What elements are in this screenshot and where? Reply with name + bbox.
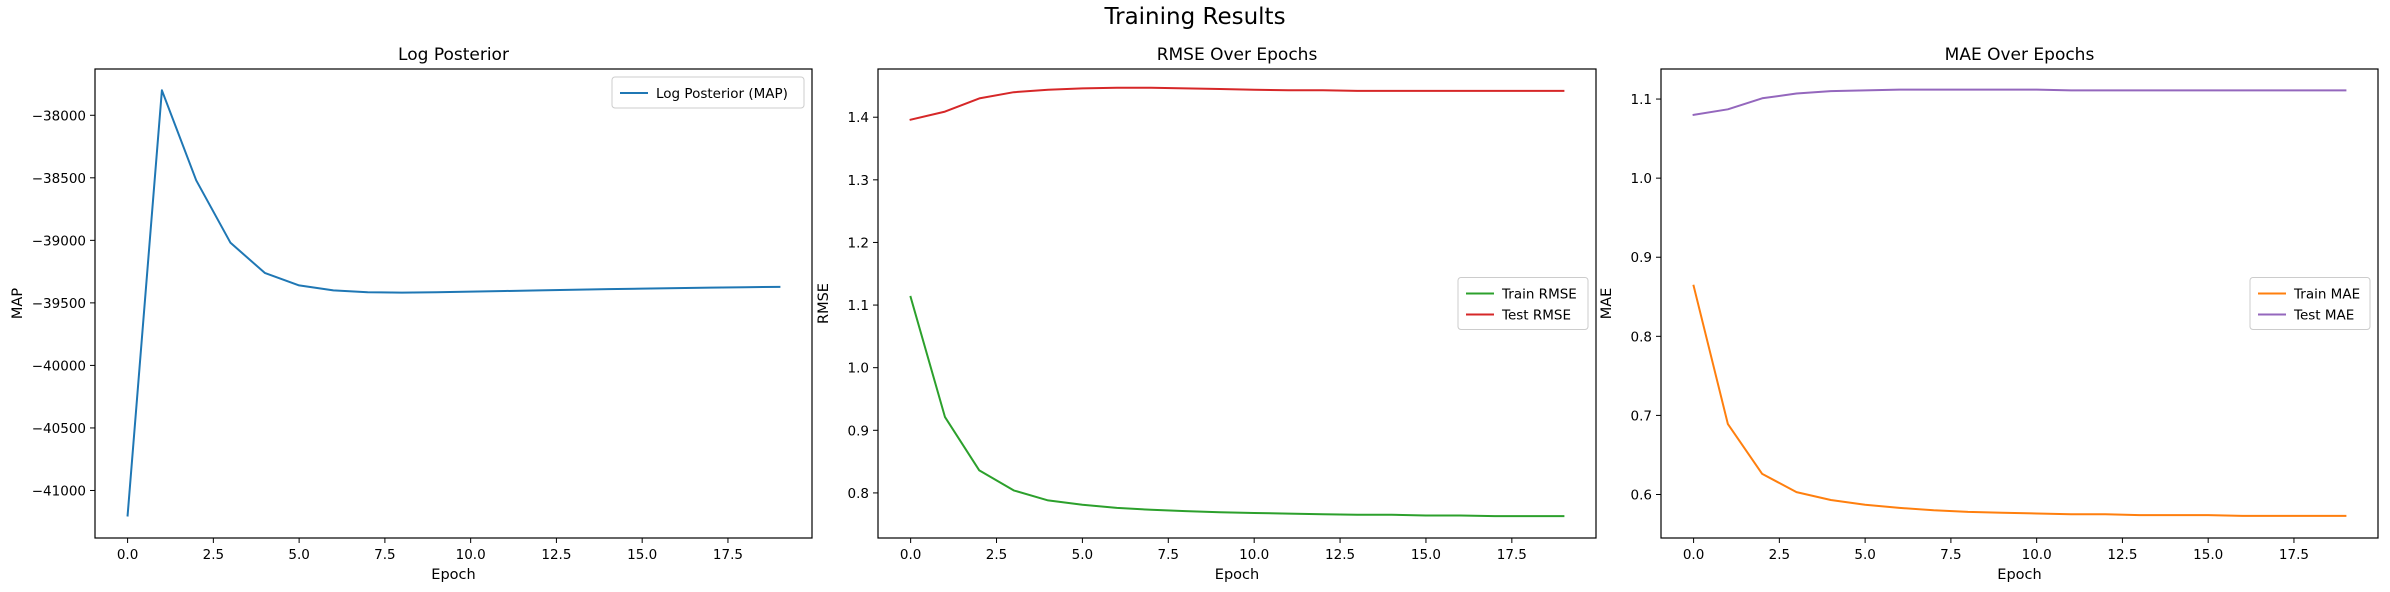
y-tick-label: 1.0: [1631, 171, 1652, 187]
legend: Train RMSE Test RMSE: [1457, 277, 1589, 330]
y-axis-label: MAE: [1599, 288, 1615, 320]
y-tick-label: −40500: [32, 421, 86, 437]
y-tick-label: 1.1: [848, 298, 869, 314]
y-tick-label: 1.1: [1631, 92, 1652, 108]
y-tick-label: 0.9: [848, 423, 869, 439]
x-tick-label: 10.0: [456, 547, 486, 563]
y-tick-label: 1.0: [848, 361, 869, 377]
x-tick-label: 12.5: [2107, 547, 2137, 563]
plot-frame: [94, 68, 813, 539]
x-tick-label: 2.5: [203, 547, 224, 563]
x-tick-label: 2.5: [1769, 547, 1790, 563]
legend-label: Test RMSE: [1501, 308, 1571, 324]
x-tick-label: 17.5: [713, 547, 743, 563]
x-tick-label: 12.5: [541, 547, 571, 563]
series-line-train-rmse: [909, 295, 1565, 518]
x-tick-label: 2.5: [986, 547, 1007, 563]
x-tick-label: 7.5: [374, 547, 395, 563]
plot-frame: [877, 68, 1597, 539]
x-tick-label: 7.5: [1940, 547, 1961, 563]
chart-title: RMSE Over Epochs: [1157, 45, 1318, 65]
chart-2: RMSE Over Epochs 0.0 2.5 5.0 7.5 10.0 12.5 15.0…: [816, 45, 1597, 583]
x-tick-label: 12.5: [1325, 547, 1355, 563]
figure-title: Training Results: [1104, 4, 1286, 30]
legend: Train MAE Test MAE: [2249, 277, 2371, 330]
x-axis-label: Epoch: [1215, 567, 1259, 583]
y-axis-label: RMSE: [816, 283, 832, 324]
legend-box: [2249, 277, 2371, 330]
y-tick-label: −39000: [32, 233, 86, 249]
x-tick-label: 10.0: [2022, 547, 2052, 563]
x-tick-label: 0.0: [117, 547, 138, 563]
x-tick-label: 5.0: [288, 547, 309, 563]
chart-title: Log Posterior: [398, 45, 509, 65]
series-line-test-rmse: [909, 86, 1565, 121]
legend-label: Log Posterior (MAP): [656, 86, 788, 102]
x-tick-label: 17.5: [1497, 547, 1527, 563]
x-tick-label: 0.0: [1683, 547, 1704, 563]
y-tick-label: 0.8: [1631, 329, 1652, 345]
chart-1: Log Posterior 0.0 2.5 5.0 7.5 10.0 12.5 15.0 17.…: [10, 45, 813, 583]
x-tick-label: 15.0: [2193, 547, 2223, 563]
x-tick-label: 15.0: [627, 547, 657, 563]
legend-label: Train RMSE: [1501, 287, 1577, 303]
y-tick-label: −41000: [32, 483, 86, 499]
chart-title: MAE Over Epochs: [1945, 45, 2095, 65]
x-tick-label: 15.0: [1411, 547, 1441, 563]
chart-3: MAE Over Epochs 0.0 2.5 5.0 7.5 10.0 12.5 15.0 1…: [1599, 45, 2379, 583]
x-tick-label: 17.5: [2279, 547, 2309, 563]
series-line-log-posterior-map: [126, 89, 781, 517]
y-tick-label: 0.8: [848, 486, 869, 502]
series-line-test-mae: [1692, 88, 2347, 117]
y-axis-label: MAP: [10, 288, 26, 319]
y-tick-label: −38000: [32, 108, 86, 124]
y-tick-label: −39500: [32, 296, 86, 312]
y-tick-label: −38500: [32, 171, 86, 187]
x-tick-label: 7.5: [1158, 547, 1179, 563]
plot-frame: [1660, 68, 2379, 539]
x-axis-label: Epoch: [431, 567, 475, 583]
y-tick-label: 0.9: [1631, 250, 1652, 266]
x-tick-label: 5.0: [1854, 547, 1875, 563]
y-tick-label: 1.2: [848, 235, 869, 251]
x-axis-label: Epoch: [1997, 567, 2041, 583]
legend-box: [1457, 277, 1589, 330]
x-tick-label: 10.0: [1239, 547, 1269, 563]
series-line-train-mae: [1692, 284, 2347, 517]
legend-label: Test MAE: [2293, 308, 2354, 324]
legend: Log Posterior (MAP): [611, 76, 805, 109]
y-tick-label: −40000: [32, 358, 86, 374]
y-tick-label: 0.6: [1631, 488, 1652, 504]
x-tick-label: 0.0: [900, 547, 921, 563]
y-tick-label: 1.3: [848, 173, 869, 189]
y-tick-label: 0.7: [1631, 408, 1652, 424]
legend-label: Train MAE: [2293, 287, 2360, 303]
x-tick-label: 5.0: [1072, 547, 1093, 563]
legend-box: [611, 76, 805, 109]
y-tick-label: 1.4: [848, 110, 869, 126]
